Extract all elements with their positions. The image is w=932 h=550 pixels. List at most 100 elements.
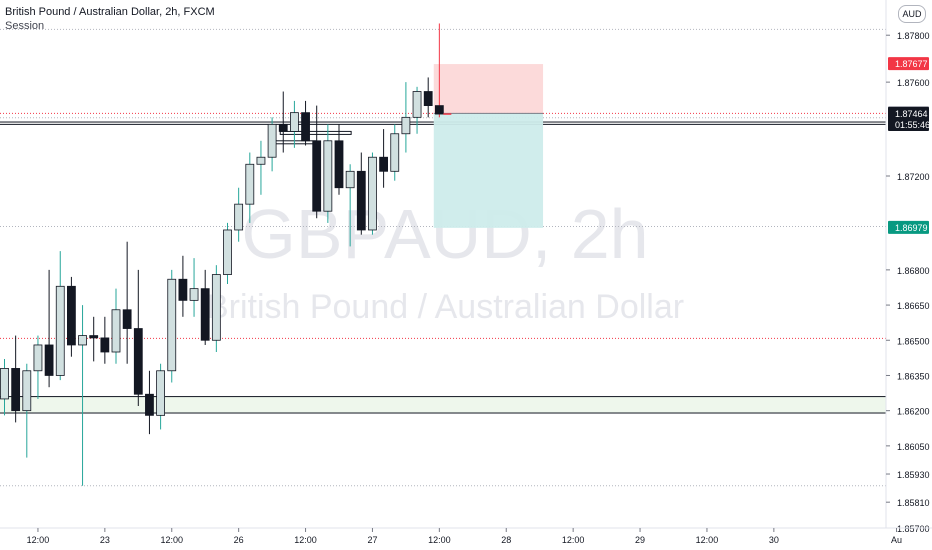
candle-body bbox=[100, 337, 110, 353]
candle-body bbox=[356, 170, 366, 231]
candle-body bbox=[111, 309, 121, 353]
price-tick-label: 1.86650 bbox=[897, 301, 930, 311]
candle-body bbox=[379, 156, 389, 172]
candle-body bbox=[167, 278, 177, 372]
take-profit-zone[interactable] bbox=[433, 113, 544, 228]
candle[interactable] bbox=[33, 335, 43, 399]
price-badge bbox=[888, 107, 929, 132]
candle-body bbox=[156, 370, 166, 416]
candle[interactable] bbox=[100, 316, 110, 364]
candle[interactable] bbox=[401, 82, 411, 153]
candle-body bbox=[423, 91, 433, 106]
candle-body bbox=[267, 123, 277, 158]
candle[interactable] bbox=[234, 187, 244, 242]
candle[interactable] bbox=[111, 288, 121, 364]
candle-body bbox=[289, 112, 299, 132]
candle[interactable] bbox=[312, 105, 322, 219]
candle[interactable] bbox=[301, 100, 310, 146]
candle-body bbox=[434, 105, 444, 115]
drawing-rectangle[interactable] bbox=[279, 130, 352, 135]
time-tick-label: Au bbox=[891, 535, 902, 545]
candle-body bbox=[301, 112, 310, 142]
candle[interactable] bbox=[334, 124, 344, 195]
candle[interactable] bbox=[122, 241, 132, 364]
candle[interactable] bbox=[22, 363, 32, 458]
candle-body bbox=[368, 156, 377, 231]
watermark-description: British Pound / Australian Dollar bbox=[206, 288, 684, 326]
candle-body bbox=[189, 288, 199, 301]
price-badge bbox=[888, 57, 929, 71]
candle-body bbox=[390, 133, 400, 172]
candle[interactable] bbox=[278, 91, 288, 153]
candle-body bbox=[44, 344, 54, 376]
candle[interactable] bbox=[178, 255, 188, 317]
candle[interactable] bbox=[78, 305, 87, 486]
price-tick-label: 1.85810 bbox=[897, 498, 930, 508]
candle[interactable] bbox=[323, 124, 333, 223]
price-badge-label: 1.87464 bbox=[895, 109, 928, 119]
candle[interactable] bbox=[267, 117, 277, 172]
candle[interactable] bbox=[245, 152, 255, 223]
zone-rectangle[interactable] bbox=[0, 396, 886, 414]
candle[interactable] bbox=[67, 276, 76, 357]
candle-body bbox=[133, 328, 143, 395]
time-tick-label: 27 bbox=[367, 535, 377, 545]
time-axis[interactable]: 12:00 23 12:00 26 12:00 27 12:00 28 12:00 29 12:00… bbox=[0, 527, 932, 545]
candle-body bbox=[211, 274, 221, 341]
time-tick-label: 12:00 bbox=[27, 535, 50, 545]
candle[interactable] bbox=[133, 269, 143, 406]
candle[interactable] bbox=[211, 265, 221, 352]
candle[interactable] bbox=[434, 23, 444, 118]
price-badge-label: 1.87677 bbox=[895, 59, 928, 69]
symbol-title[interactable]: British Pound / Australian Dollar, 2h, F… bbox=[5, 6, 215, 18]
time-tick-label: 12:00 bbox=[428, 535, 451, 545]
price-tick-label: 1.86350 bbox=[897, 371, 930, 381]
candle-body bbox=[22, 370, 32, 412]
candle-body bbox=[312, 140, 322, 212]
candle-body bbox=[122, 309, 132, 329]
price-axis[interactable]: 1.87800 1.87600 1.87200 1.86800 1.86650 1.865… bbox=[885, 0, 930, 534]
price-badge-label: 1.86979 bbox=[895, 223, 928, 233]
candle[interactable] bbox=[345, 164, 355, 247]
time-tick-label: 29 bbox=[635, 535, 645, 545]
currency-button[interactable]: AUD bbox=[898, 5, 926, 23]
stop-loss-zone[interactable] bbox=[433, 64, 544, 114]
candle[interactable] bbox=[379, 129, 389, 188]
candle[interactable] bbox=[368, 152, 377, 235]
candle[interactable] bbox=[423, 77, 433, 118]
candle[interactable] bbox=[356, 152, 366, 235]
candle-body bbox=[178, 278, 188, 301]
price-tick-label: 1.86200 bbox=[897, 407, 930, 417]
price-tick-label: 1.87600 bbox=[897, 78, 930, 88]
candle-body bbox=[412, 91, 422, 118]
candle[interactable] bbox=[11, 335, 21, 423]
candle-body bbox=[67, 285, 76, 346]
candle[interactable] bbox=[189, 258, 199, 317]
candle[interactable] bbox=[223, 222, 232, 284]
price-tick-label: 1.87800 bbox=[897, 31, 930, 41]
price-tick-label: 1.85930 bbox=[897, 470, 930, 480]
candle[interactable] bbox=[145, 370, 154, 435]
candle[interactable] bbox=[256, 140, 266, 195]
candles bbox=[0, 23, 444, 486]
time-tick-label: 23 bbox=[100, 535, 110, 545]
candle[interactable] bbox=[0, 359, 9, 416]
time-tick-label: 12:00 bbox=[294, 535, 317, 545]
candle-body bbox=[256, 156, 266, 165]
candle[interactable] bbox=[412, 86, 422, 134]
short-position-tool[interactable] bbox=[433, 64, 544, 228]
candle[interactable] bbox=[289, 100, 299, 148]
candle[interactable] bbox=[390, 124, 400, 181]
candle-body bbox=[0, 368, 9, 400]
candle[interactable] bbox=[156, 363, 166, 430]
candle[interactable] bbox=[44, 269, 54, 388]
candle[interactable] bbox=[89, 316, 99, 362]
price-tick-label: 1.86800 bbox=[897, 266, 930, 276]
session-indicator-label[interactable]: Session bbox=[5, 20, 45, 32]
candle[interactable] bbox=[200, 269, 210, 345]
candle[interactable] bbox=[167, 269, 177, 383]
candle[interactable] bbox=[55, 251, 65, 381]
bar-countdown: 01:55:46 bbox=[895, 120, 930, 130]
